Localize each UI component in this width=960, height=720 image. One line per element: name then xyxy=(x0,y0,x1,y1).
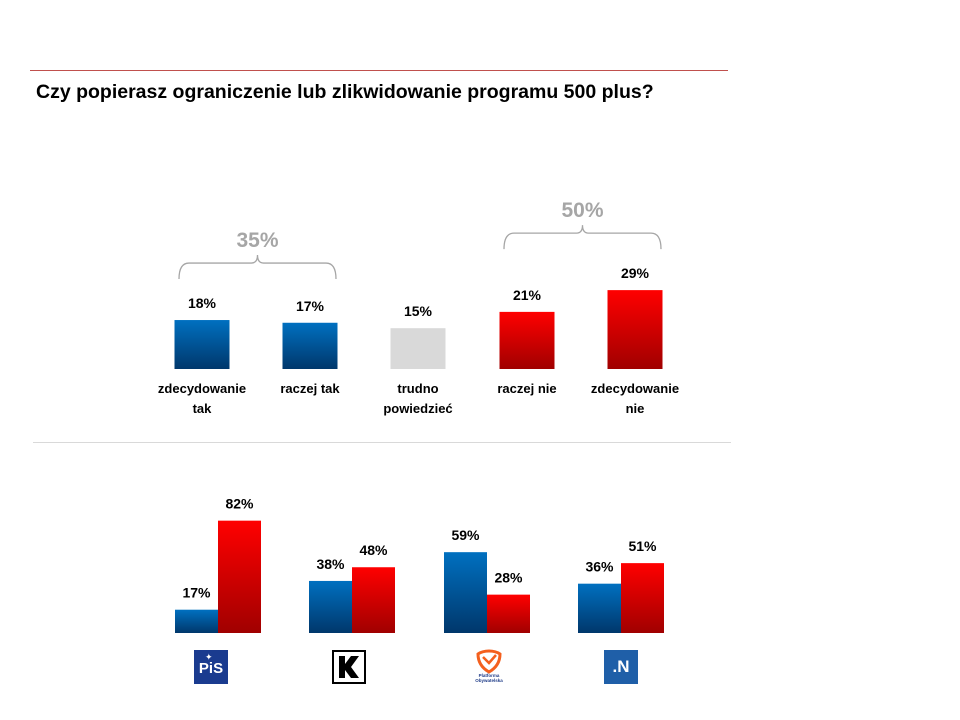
category-label-2-0: trudno xyxy=(397,381,438,396)
value-label-3: 21% xyxy=(513,287,542,303)
pis-logo-text: PiS xyxy=(198,660,224,677)
pis-logo-icon: ✦ PiS xyxy=(194,650,228,684)
party-value-label-0-1: 82% xyxy=(225,496,254,512)
party-value-label-3-0: 36% xyxy=(585,559,614,575)
bar-4 xyxy=(607,290,663,369)
top-rule xyxy=(30,70,728,71)
chart-title: Czy popierasz ograniczenie lub zlikwidow… xyxy=(36,81,654,103)
party-value-label-1-0: 38% xyxy=(316,556,345,572)
eagle-icon: ✦ xyxy=(205,652,213,662)
bar-0 xyxy=(174,320,230,369)
group-label-1: 50% xyxy=(561,199,603,222)
party-bar-1-1 xyxy=(352,567,395,633)
po-logo-text-2: Obywatelska xyxy=(475,678,503,683)
party-value-label-2-0: 59% xyxy=(451,527,480,543)
section-divider xyxy=(33,442,731,443)
party-value-label-2-1: 28% xyxy=(494,570,523,586)
bar-2 xyxy=(390,328,446,369)
category-label-4-1: nie xyxy=(626,401,645,416)
category-label-0-0: zdecydowanie xyxy=(158,381,246,396)
category-label-0-1: tak xyxy=(193,401,213,416)
party-bar-3-0 xyxy=(578,583,621,633)
group-brace-0 xyxy=(178,255,337,280)
party-bar-2-1 xyxy=(487,594,530,633)
party-bar-1-0 xyxy=(309,580,352,633)
nowoczesna-logo-text: .N xyxy=(612,657,630,676)
bar-3 xyxy=(499,311,555,369)
bar-1 xyxy=(282,322,338,369)
party-value-label-0-0: 17% xyxy=(182,585,211,601)
party-bar-2-0 xyxy=(444,552,487,633)
party-value-label-1-1: 48% xyxy=(359,542,388,558)
po-logo-text-1: Platforma xyxy=(478,673,500,678)
value-label-0: 18% xyxy=(188,295,217,311)
value-label-1: 17% xyxy=(296,298,325,314)
party-bar-0-1 xyxy=(218,520,261,633)
value-label-4: 29% xyxy=(621,265,650,281)
category-label-3-0: raczej nie xyxy=(497,381,556,396)
category-label-1-0: raczej tak xyxy=(280,381,340,396)
platforma-obywatelska-logo-icon: Platforma Obywatelska xyxy=(470,648,508,686)
value-label-2: 15% xyxy=(404,303,433,319)
category-label-2-1: powiedzieć xyxy=(383,401,452,416)
nowoczesna-logo-icon: .N xyxy=(604,650,638,684)
party-bar-0-0 xyxy=(175,609,218,633)
kukiz15-logo-icon xyxy=(332,650,366,684)
party-bar-3-1 xyxy=(621,563,664,633)
party-value-label-3-1: 51% xyxy=(628,538,657,554)
group-label-0: 35% xyxy=(236,229,278,252)
group-brace-1 xyxy=(503,225,662,250)
category-label-4-0: zdecydowanie xyxy=(591,381,679,396)
